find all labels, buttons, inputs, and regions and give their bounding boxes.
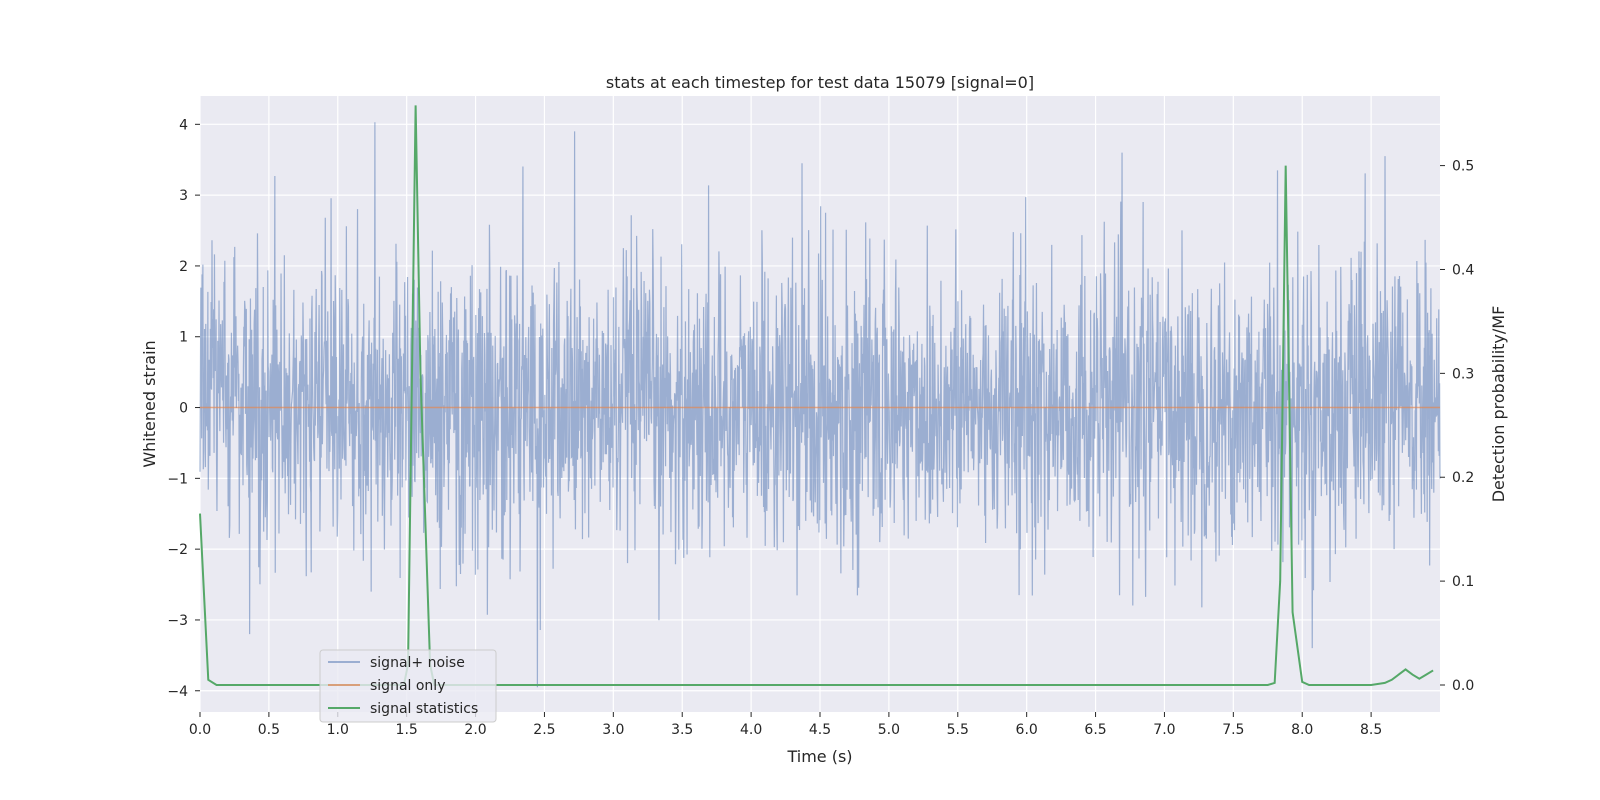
y2-tick-label-3: 0.3 xyxy=(1452,366,1474,382)
line-signal-plus-noise xyxy=(199,122,1441,688)
y-tick-label-5: 1 xyxy=(179,330,188,346)
x-tick-label-14: 7.0 xyxy=(1153,722,1175,738)
y2-tick-label-5: 0.5 xyxy=(1452,159,1474,175)
x-tick-label-3: 1.5 xyxy=(396,722,418,738)
x-tick-label-0: 0.0 xyxy=(189,722,211,738)
y-tick-label-7: 3 xyxy=(179,188,188,204)
x-tick-label-15: 7.5 xyxy=(1222,722,1244,738)
x-tick-label-2: 1.0 xyxy=(327,722,349,738)
x-axis-label: Time (s) xyxy=(786,747,852,766)
y2-axis-label: Detection probability/MF xyxy=(1489,306,1508,503)
series-signal-plus-noise xyxy=(199,122,1441,688)
y-tick-label-8: 4 xyxy=(179,117,188,133)
legend-box xyxy=(319,649,497,723)
x-tick-label-6: 3.0 xyxy=(602,722,624,738)
x-tick-label-1: 0.5 xyxy=(258,722,280,738)
legend-label-signal-statistics: signal statistics xyxy=(370,701,478,717)
x-tick-label-12: 6.0 xyxy=(1016,722,1038,738)
y2-tick-label-1: 0.1 xyxy=(1452,574,1474,590)
y-tick-label-4: 0 xyxy=(179,401,188,417)
legend-label-signal-only: signal only xyxy=(370,678,445,694)
x-tick-label-4: 2.0 xyxy=(464,722,486,738)
x-tick-label-11: 5.5 xyxy=(947,722,969,738)
y2-tick-label-4: 0.4 xyxy=(1452,262,1474,278)
y-tick-label-6: 2 xyxy=(179,259,188,275)
chart-title: stats at each timestep for test data 150… xyxy=(606,73,1034,92)
y2-tick-label-0: 0.0 xyxy=(1452,678,1474,694)
legend-label-signal-plus-noise: signal+ noise xyxy=(370,655,465,671)
y-axis-label: Whitened strain xyxy=(140,340,159,467)
y-tick-label-3: −1 xyxy=(167,471,188,487)
y2-ticks: 0.0 0.1 0.2 0.3 0.4 0.5 xyxy=(1440,159,1474,694)
x-tick-label-9: 4.5 xyxy=(809,722,831,738)
x-tick-label-17: 8.5 xyxy=(1360,722,1382,738)
y-ticks: −4 −3 −2 −1 0 1 2 3 4 xyxy=(167,117,200,700)
x-tick-label-8: 4.0 xyxy=(740,722,762,738)
x-ticks: 0.0 0.5 1.0 1.5 2.0 2.5 3.0 3.5 4.0 4.5 5.0 5.5 6.0 6… xyxy=(189,712,1382,738)
x-tick-label-5: 2.5 xyxy=(533,722,555,738)
y-tick-label-1: −3 xyxy=(167,613,188,629)
x-tick-label-10: 5.0 xyxy=(878,722,900,738)
y-tick-label-2: −2 xyxy=(167,542,188,558)
x-tick-label-7: 3.5 xyxy=(671,722,693,738)
x-tick-label-13: 6.5 xyxy=(1084,722,1106,738)
legend: signal+ noise signal only signal statist… xyxy=(319,649,497,723)
x-tick-label-16: 8.0 xyxy=(1291,722,1313,738)
y2-tick-label-2: 0.2 xyxy=(1452,470,1474,486)
y-tick-label-0: −4 xyxy=(167,684,188,700)
